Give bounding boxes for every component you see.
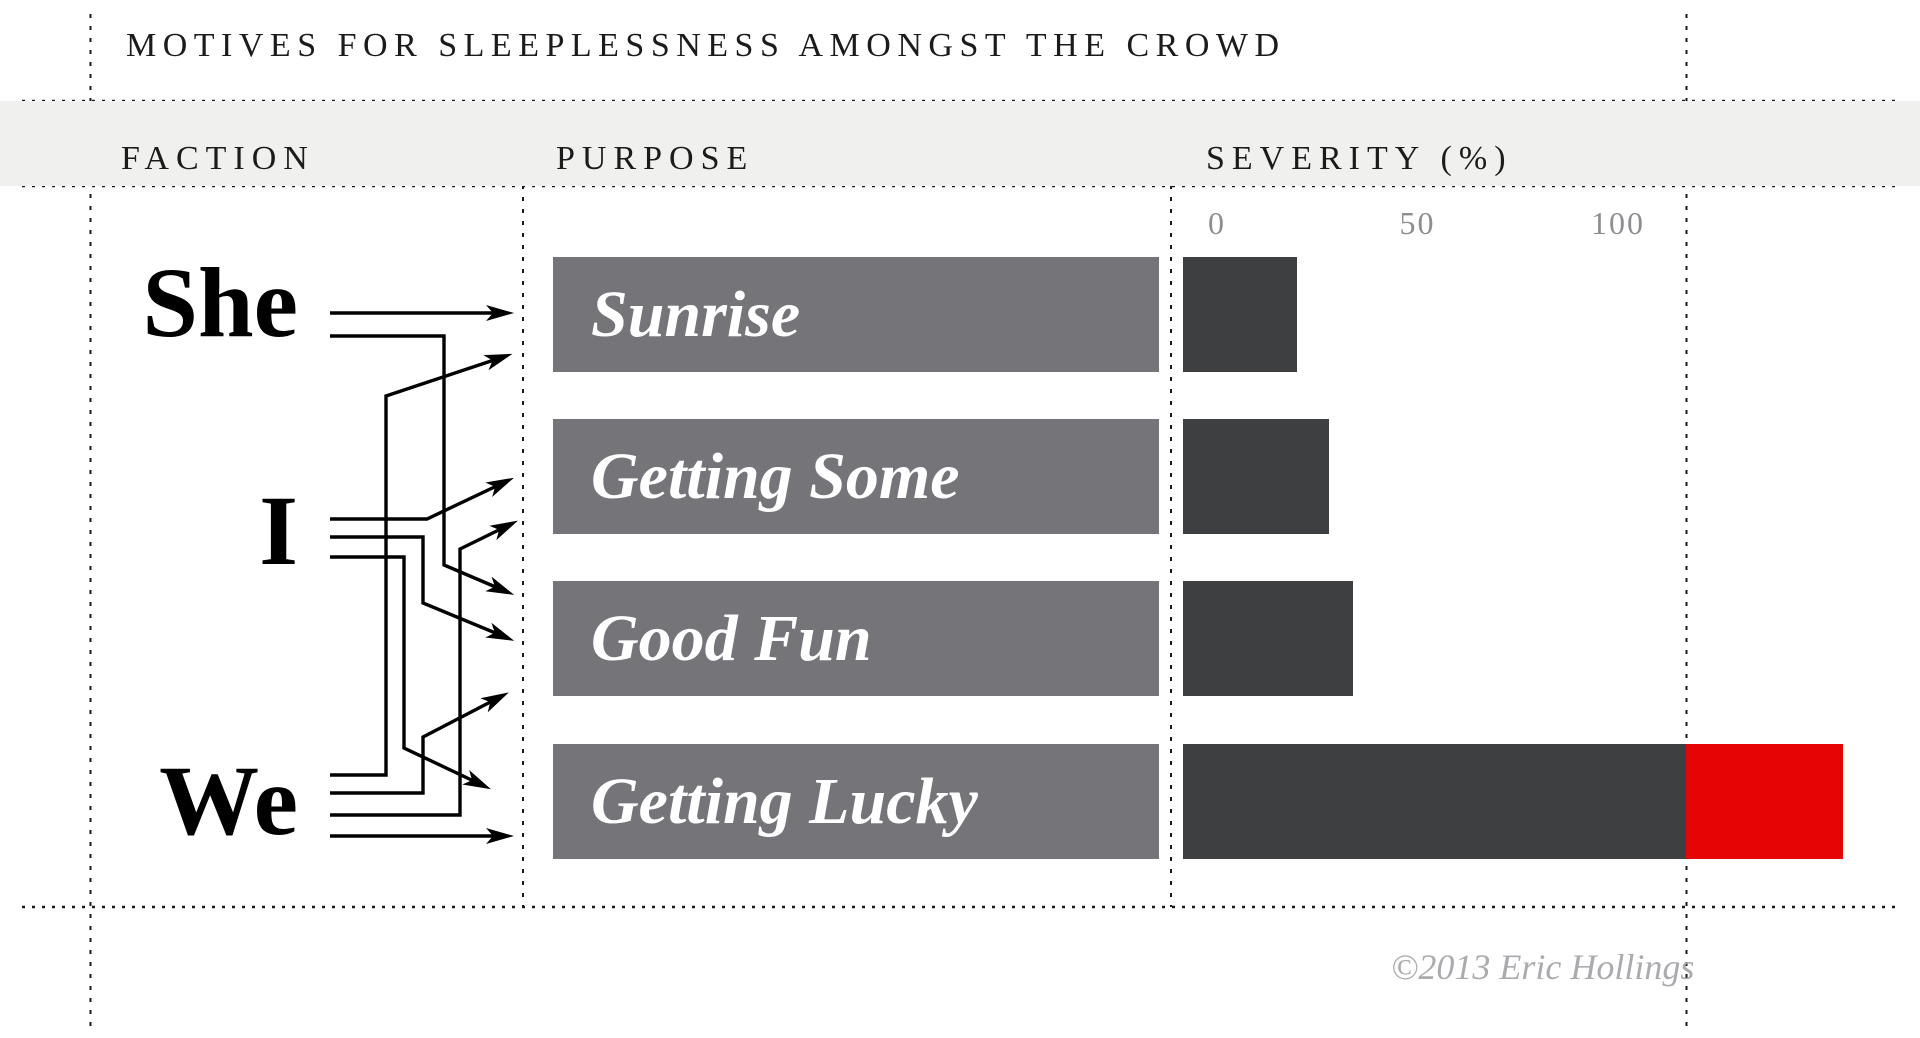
column-header-band — [0, 101, 1920, 186]
purpose-bar-getting_some: Getting Some — [553, 419, 1159, 534]
severity-overflow-bar-getting_lucky — [1686, 744, 1843, 859]
severity-bar-sunrise — [1183, 257, 1298, 372]
arrow-we-to-getting_some — [330, 520, 518, 817]
arrow-we-to-sunrise — [330, 353, 513, 777]
purpose-label-getting_some: Getting Some — [591, 439, 960, 513]
column-header-faction: FACTION — [121, 140, 315, 177]
severity-bar-getting_some — [1183, 419, 1330, 534]
arrow-we-to-good_fun — [330, 692, 509, 795]
purpose-label-getting_lucky: Getting Lucky — [591, 764, 978, 838]
purpose-bar-sunrise: Sunrise — [553, 257, 1159, 372]
faction-label-she: She — [142, 247, 298, 358]
page-title: MOTIVES FOR SLEEPLESSNESS AMONGST THE CR… — [126, 27, 1286, 64]
faction-label-i: I — [259, 475, 298, 586]
arrow-i-to-getting_some — [330, 477, 515, 521]
copyright-credit: ©2013 Eric Hollings — [1391, 947, 1695, 987]
column-header-purpose: PURPOSE — [556, 140, 755, 177]
purpose-bar-good_fun: Good Fun — [553, 581, 1159, 696]
severity-axis-tick-0: 0 — [1208, 205, 1226, 241]
faction-label-we: We — [159, 745, 298, 856]
arrow-she-to-good_fun — [330, 334, 515, 595]
purpose-label-sunrise: Sunrise — [591, 277, 801, 351]
severity-axis-tick-100: 100 — [1591, 205, 1645, 241]
purpose-bar-getting_lucky: Getting Lucky — [553, 744, 1159, 859]
arrow-i-to-good_fun — [330, 535, 515, 641]
severity-axis-tick-50: 50 — [1399, 205, 1436, 241]
severity-bar-good_fun — [1183, 581, 1354, 696]
arrow-i-to-getting_lucky — [330, 555, 492, 790]
column-header-severity: SEVERITY (%) — [1206, 140, 1513, 177]
severity-bar-getting_lucky — [1183, 744, 1686, 859]
purpose-label-good_fun: Good Fun — [591, 601, 872, 675]
